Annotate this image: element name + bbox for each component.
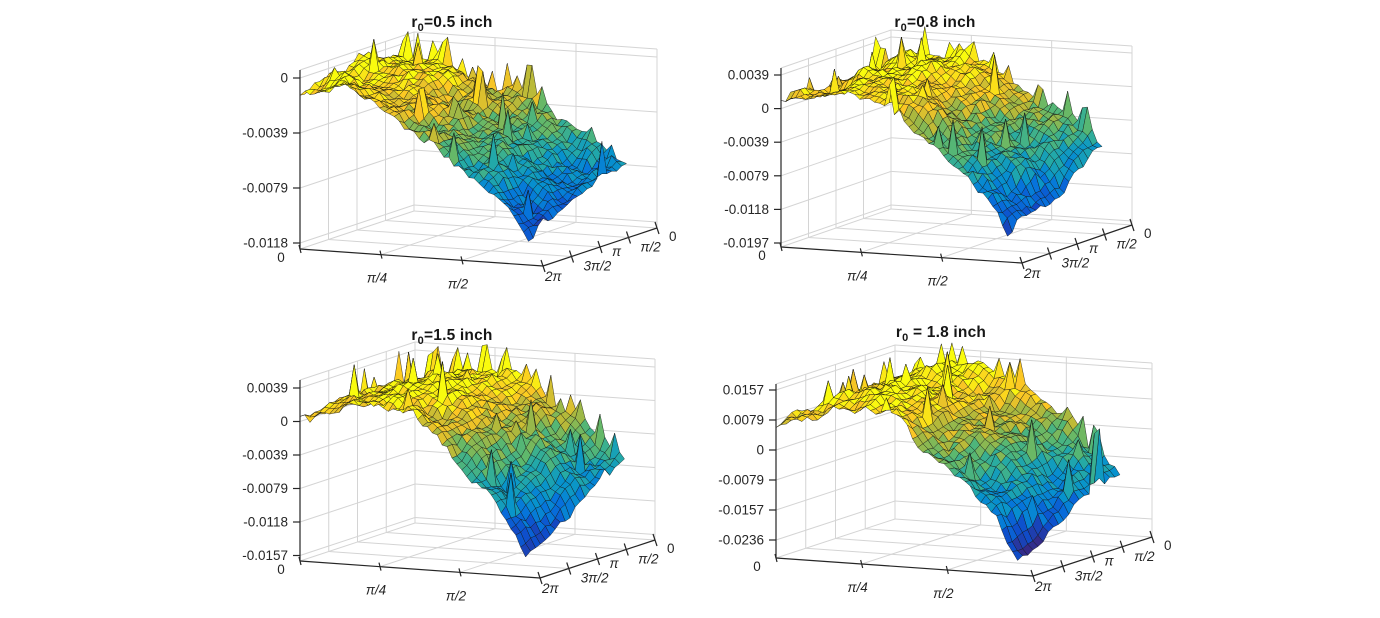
tick-label: π/2 — [448, 276, 469, 291]
plot-title-r0-1p8: r0 = 1.8 inch — [896, 324, 986, 344]
surface-mesh — [780, 26, 1103, 237]
tick-label: 0 — [277, 250, 285, 265]
tick-label: 0 — [277, 562, 285, 577]
tick-label: -0.0157 — [718, 503, 764, 518]
tick-label: π/2 — [933, 586, 954, 601]
plot-title-r0-0p5: r0=0.5 inch — [411, 14, 492, 34]
tick-label: -0.0236 — [718, 533, 764, 548]
tick-label: 3π/2 — [1062, 256, 1090, 271]
tick-label: π — [612, 244, 622, 259]
title-rest: = 1.8 inch — [908, 324, 987, 341]
tick-label: π — [1089, 241, 1099, 256]
tick-label: 0 — [1164, 538, 1172, 553]
tick-label: π/4 — [847, 268, 867, 283]
tick-label: -0.0118 — [724, 202, 769, 217]
tick-label: 0 — [758, 248, 766, 263]
tick-label: π/2 — [1117, 237, 1138, 252]
tick-label: π/4 — [848, 580, 868, 595]
tick-label: 2π — [541, 581, 560, 596]
tick-label: -0.0118 — [243, 515, 288, 530]
surface-mesh — [299, 31, 627, 242]
tick-label: 3π/2 — [584, 259, 612, 274]
tick-label: -0.0039 — [242, 126, 288, 141]
tick-label: π/2 — [641, 240, 662, 255]
tick-labels: 0.0157 0.0079 0 -0.0079 -0.0157 -0.0236 0 π/4 π/… — [718, 383, 1171, 602]
title-rest: =0.5 inch — [423, 14, 493, 31]
tick-label: -0.0039 — [723, 135, 769, 150]
tick-label: π — [1105, 554, 1115, 569]
title-rest: =0.8 inch — [906, 14, 976, 31]
tick-label: π/2 — [638, 552, 659, 567]
title-sub: 0 — [900, 22, 907, 35]
tick-label: -0.0079 — [723, 168, 769, 183]
tick-label: 0 — [667, 541, 675, 556]
tick-label: π/2 — [1134, 549, 1155, 564]
axis-lines — [774, 68, 1135, 270]
tick-label: 0 — [280, 414, 288, 429]
tick-label: 0 — [669, 229, 677, 244]
tick-label: -0.0079 — [242, 181, 288, 196]
tick-label: 2π — [1023, 266, 1042, 281]
surface-mesh — [299, 344, 625, 558]
tick-label: -0.0157 — [242, 548, 288, 563]
tick-label: 0 — [1144, 226, 1152, 241]
title-sub: 0 — [417, 335, 424, 348]
tick-label: 0 — [280, 71, 288, 86]
surface-mesh — [775, 342, 1121, 561]
title-var: r — [894, 14, 901, 31]
tick-label: π/4 — [367, 271, 387, 286]
tick-label: -0.0039 — [242, 448, 288, 463]
title-var: r — [895, 324, 903, 341]
tick-label: 2π — [1034, 579, 1053, 594]
tick-label: 0.0039 — [728, 68, 769, 83]
tick-label: 3π/2 — [581, 571, 609, 586]
tick-label: -0.0079 — [718, 473, 764, 488]
axis-lines — [293, 380, 658, 585]
subplot-4: 0.0157 0.0079 0 -0.0079 -0.0157 -0.0236 0 π/4 π/… — [718, 342, 1172, 602]
title-rest: =1.5 inch — [423, 327, 493, 344]
axis-lines — [293, 70, 660, 273]
tick-label: -0.0079 — [242, 481, 288, 496]
tick-label: 0.0039 — [247, 381, 288, 396]
tick-label: π/2 — [446, 588, 467, 603]
tick-label: 0 — [756, 443, 764, 458]
plot-title-r0-0p8: r0=0.8 inch — [894, 14, 975, 34]
tick-label: π/4 — [366, 583, 386, 598]
title-sub: 0 — [902, 332, 909, 345]
axis-lines — [769, 384, 1155, 583]
tick-label: 0 — [753, 559, 761, 574]
tick-label: 0.0157 — [723, 383, 764, 398]
tick-label: π — [610, 556, 620, 571]
tick-label: 2π — [544, 269, 563, 284]
tick-label: -0.0118 — [243, 236, 288, 251]
tick-label: 0 — [761, 101, 769, 116]
tick-label: -0.0197 — [723, 236, 769, 251]
tick-label: 3π/2 — [1075, 568, 1103, 583]
tick-label: π/2 — [928, 274, 949, 289]
title-sub: 0 — [417, 22, 424, 35]
tick-label: 0.0079 — [723, 413, 764, 428]
title-var: r — [411, 327, 418, 344]
title-var: r — [411, 14, 418, 31]
plot-title-r0-1p5: r0=1.5 inch — [411, 327, 492, 347]
